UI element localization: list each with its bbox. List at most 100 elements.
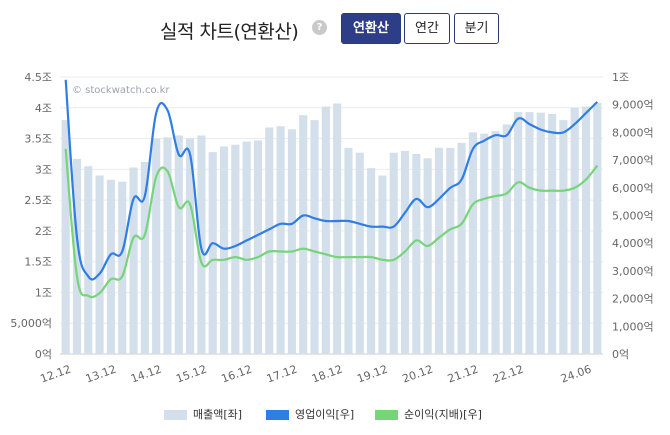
right-tick-label: 9,000억 — [612, 99, 654, 112]
revenue-bars — [61, 102, 602, 355]
right-axis: 1조 9,000억 8,000억 7,000억 6,000억 5,000억 4,000억 3,… — [612, 71, 654, 361]
left-axis: 4.5조 4조 3.5조 3조 2.5조 2조 1.5조 1조 5,000억 0억 — [10, 71, 52, 361]
left-tick-label: 3.5조 — [24, 133, 52, 146]
revenue-bar[interactable] — [525, 112, 534, 354]
revenue-bar[interactable] — [321, 106, 330, 355]
x-tick-label: 21.12 — [446, 363, 480, 386]
revenue-bar[interactable] — [253, 140, 263, 354]
revenue-bar[interactable] — [242, 141, 251, 354]
revenue-bar[interactable] — [106, 179, 115, 354]
performance-chart: © stockwatch.co.kr 4.5조 4조 3.5조 3조 2.5조 2조 1.5… — [10, 71, 654, 386]
legend-swatch-operating-profit — [266, 410, 289, 420]
revenue-bar[interactable] — [434, 147, 444, 354]
left-tick-label: 1.5조 — [24, 256, 52, 269]
revenue-bar[interactable] — [276, 126, 285, 354]
revenue-bar[interactable] — [140, 161, 149, 354]
revenue-bar[interactable] — [61, 120, 70, 354]
revenue-bar[interactable] — [536, 112, 545, 354]
x-tick-label: 19.12 — [355, 363, 389, 386]
revenue-bar[interactable] — [265, 127, 274, 354]
right-tick-label: 5,000억 — [612, 210, 654, 223]
revenue-bar[interactable] — [446, 147, 455, 354]
legend-label-revenue: 매출액[좌] — [193, 408, 243, 421]
chart-legend: 매출액[좌] 영업이익[우] 순이익(지배)[우] — [0, 405, 670, 425]
revenue-bar[interactable] — [333, 103, 342, 354]
x-tick-label: 15.12 — [174, 363, 208, 386]
tab-annual[interactable]: 연간 — [404, 13, 450, 44]
x-tick-label: 14.12 — [129, 363, 163, 386]
revenue-bar[interactable] — [95, 175, 104, 354]
legend-swatch-net-profit — [375, 410, 398, 420]
revenue-bar[interactable] — [287, 129, 296, 354]
right-tick-label: 1,000억 — [612, 320, 654, 333]
right-tick-label: 3,000억 — [612, 265, 654, 278]
revenue-bar[interactable] — [310, 120, 319, 354]
revenue-bar[interactable] — [423, 158, 432, 354]
x-tick-label: 24.06 — [559, 363, 593, 386]
revenue-bar[interactable] — [163, 137, 172, 354]
chart-header: 실적 차트(연환산) ? 연환산 연간 분기 — [0, 0, 670, 60]
revenue-bar[interactable] — [152, 138, 161, 354]
right-tick-label: 4,000억 — [612, 237, 654, 250]
revenue-bar[interactable] — [219, 146, 229, 354]
x-tick-label: 12.12 — [39, 363, 73, 386]
left-tick-label: 4조 — [35, 102, 52, 115]
revenue-bar[interactable] — [581, 106, 591, 355]
revenue-bar[interactable] — [389, 152, 398, 354]
right-tick-label: 1조 — [612, 71, 629, 84]
chart-grid — [60, 76, 603, 355]
revenue-bar[interactable] — [72, 158, 82, 354]
tab-annualized[interactable]: 연환산 — [341, 13, 401, 44]
x-tick-label: 17.12 — [265, 363, 299, 386]
legend-operating-profit[interactable]: 영업이익[우] — [266, 405, 356, 425]
legend-label-net-profit: 순이익(지배)[우] — [404, 408, 482, 421]
revenue-bar[interactable] — [174, 135, 183, 354]
revenue-bar[interactable] — [480, 133, 489, 354]
left-tick-label: 1조 — [35, 286, 52, 299]
right-tick-label: 6,000억 — [612, 182, 654, 195]
revenue-bar[interactable] — [129, 167, 138, 354]
revenue-bar[interactable] — [570, 107, 579, 355]
net-profit-line[interactable] — [64, 148, 599, 299]
revenue-bar[interactable] — [344, 147, 353, 354]
revenue-bar[interactable] — [367, 168, 376, 354]
profit-lines — [64, 79, 599, 299]
revenue-bar[interactable] — [355, 152, 364, 354]
legend-label-operating-profit: 영업이익[우] — [295, 408, 355, 421]
legend-net-profit[interactable]: 순이익(지배)[우] — [375, 405, 485, 425]
revenue-bar[interactable] — [208, 152, 217, 354]
x-tick-label: 22.12 — [491, 363, 525, 386]
chart-title: 실적 차트(연환산) — [160, 21, 299, 43]
revenue-bar[interactable] — [412, 153, 421, 354]
right-tick-label: 8,000억 — [612, 126, 654, 139]
left-tick-label: 2.5조 — [24, 194, 52, 207]
revenue-bar[interactable] — [593, 102, 602, 354]
revenue-bar[interactable] — [559, 120, 568, 354]
revenue-bar[interactable] — [84, 166, 93, 354]
revenue-bar[interactable] — [378, 175, 387, 354]
left-tick-label: 4.5조 — [24, 71, 52, 84]
left-tick-label: 2조 — [35, 225, 52, 238]
left-tick-label: 5,000억 — [10, 317, 52, 330]
x-tick-label: 20.12 — [401, 363, 435, 386]
revenue-bar[interactable] — [491, 131, 500, 354]
revenue-bar[interactable] — [299, 115, 308, 354]
x-axis: 12.12 13.12 14.12 15.12 16.12 17.12 18.12 19.12… — [39, 363, 593, 386]
operating-profit-line[interactable] — [64, 79, 599, 281]
revenue-bar[interactable] — [231, 144, 240, 354]
legend-revenue[interactable]: 매출액[좌] — [164, 405, 254, 425]
watermark: © stockwatch.co.kr — [72, 85, 170, 96]
revenue-bar[interactable] — [514, 112, 523, 354]
revenue-bar[interactable] — [548, 113, 557, 354]
left-tick-label: 3조 — [35, 163, 52, 176]
revenue-bar[interactable] — [468, 132, 477, 354]
help-icon[interactable]: ? — [312, 20, 327, 35]
x-tick-label: 16.12 — [220, 363, 254, 386]
revenue-bar[interactable] — [457, 142, 466, 354]
tab-quarterly[interactable]: 분기 — [454, 13, 499, 44]
revenue-bar[interactable] — [502, 124, 511, 354]
right-tick-label: 2,000억 — [612, 293, 654, 306]
revenue-bar[interactable] — [186, 138, 195, 354]
left-tick-label: 0억 — [35, 348, 52, 361]
revenue-bar[interactable] — [118, 181, 127, 354]
